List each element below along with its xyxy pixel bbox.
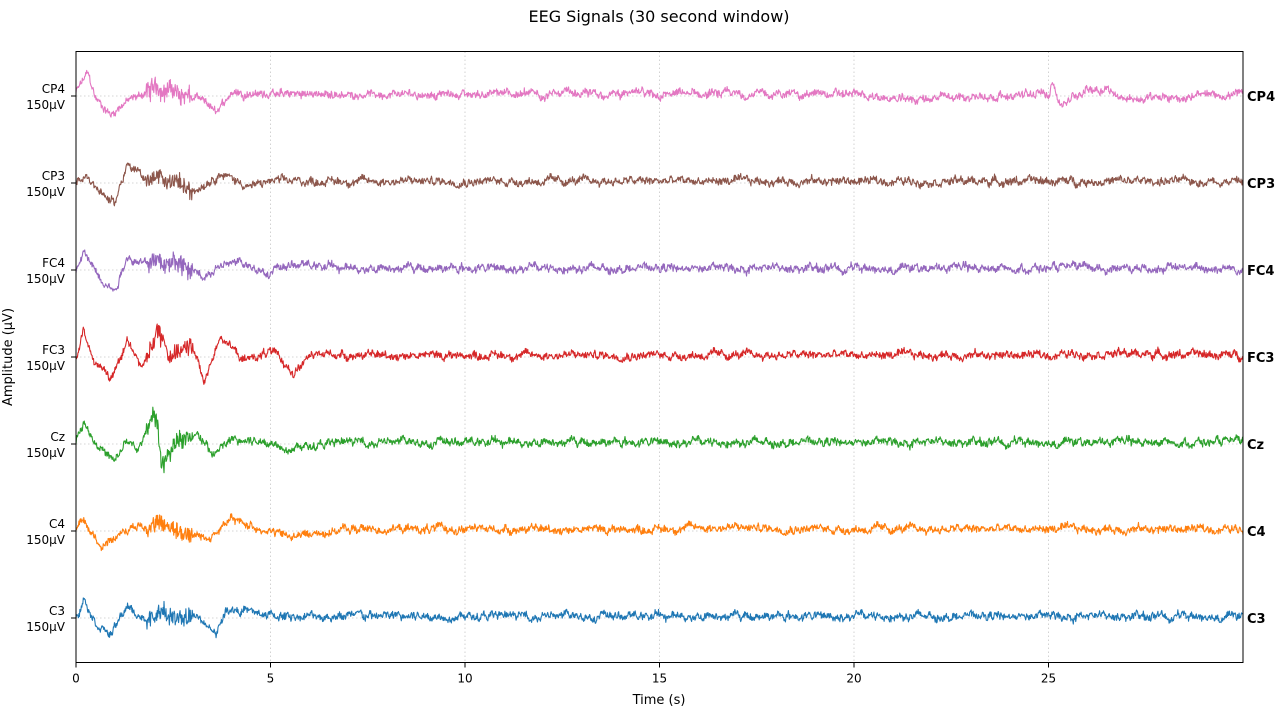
trace-fc3 xyxy=(75,323,1244,385)
x-tick-label: 5 xyxy=(267,672,275,686)
scale-label: 150μV xyxy=(26,185,66,199)
channel-name-right: Cz xyxy=(1247,438,1264,453)
channel-name-left: Cz xyxy=(50,430,65,444)
scale-label: 150μV xyxy=(26,98,66,112)
channel-name-left: C3 xyxy=(49,604,65,618)
channel-name-right: C4 xyxy=(1247,525,1266,540)
channel-name-left: C4 xyxy=(49,517,65,531)
x-axis-label: Time (s) xyxy=(632,693,686,708)
channel-name-left: CP4 xyxy=(42,82,65,96)
x-tick-label: 15 xyxy=(652,672,667,686)
trace-cp4 xyxy=(75,69,1244,118)
y-axis-label: Amplitude (μV) xyxy=(1,308,16,406)
channel-name-right: CP3 xyxy=(1247,177,1275,192)
trace-fc4 xyxy=(75,249,1244,292)
channel-name-left: FC4 xyxy=(42,256,65,270)
x-tick-label: 20 xyxy=(846,672,861,686)
channel-name-right: FC4 xyxy=(1247,264,1274,279)
scale-label: 150μV xyxy=(26,359,66,373)
trace-c4 xyxy=(75,513,1244,552)
x-axis-ticks: 0 5 10 15 20 25 xyxy=(72,662,1056,686)
trace-c3 xyxy=(75,597,1244,639)
scale-label: 150μV xyxy=(26,272,66,286)
traces xyxy=(75,69,1244,639)
scale-label: 150μV xyxy=(26,533,66,547)
channel-name-left: CP3 xyxy=(42,169,65,183)
channel-name-right: CP4 xyxy=(1247,90,1275,105)
x-tick-label: 10 xyxy=(457,672,472,686)
channel-name-left: FC3 xyxy=(42,343,65,357)
x-tick-label: 0 xyxy=(72,672,80,686)
x-tick-label: 25 xyxy=(1041,672,1056,686)
channel-name-right: C3 xyxy=(1247,612,1266,627)
trace-cp3 xyxy=(75,162,1244,207)
scale-label: 150μV xyxy=(26,620,66,634)
trace-cz xyxy=(75,406,1244,474)
chart-title: EEG Signals (30 second window) xyxy=(528,7,789,26)
channel-labels: CP4 150μV CP4 CP3 150μV CP3 FC4 150μV FC4 FC3 150μ… xyxy=(26,82,1275,634)
channel-name-right: FC3 xyxy=(1247,351,1274,366)
scale-label: 150μV xyxy=(26,446,66,460)
